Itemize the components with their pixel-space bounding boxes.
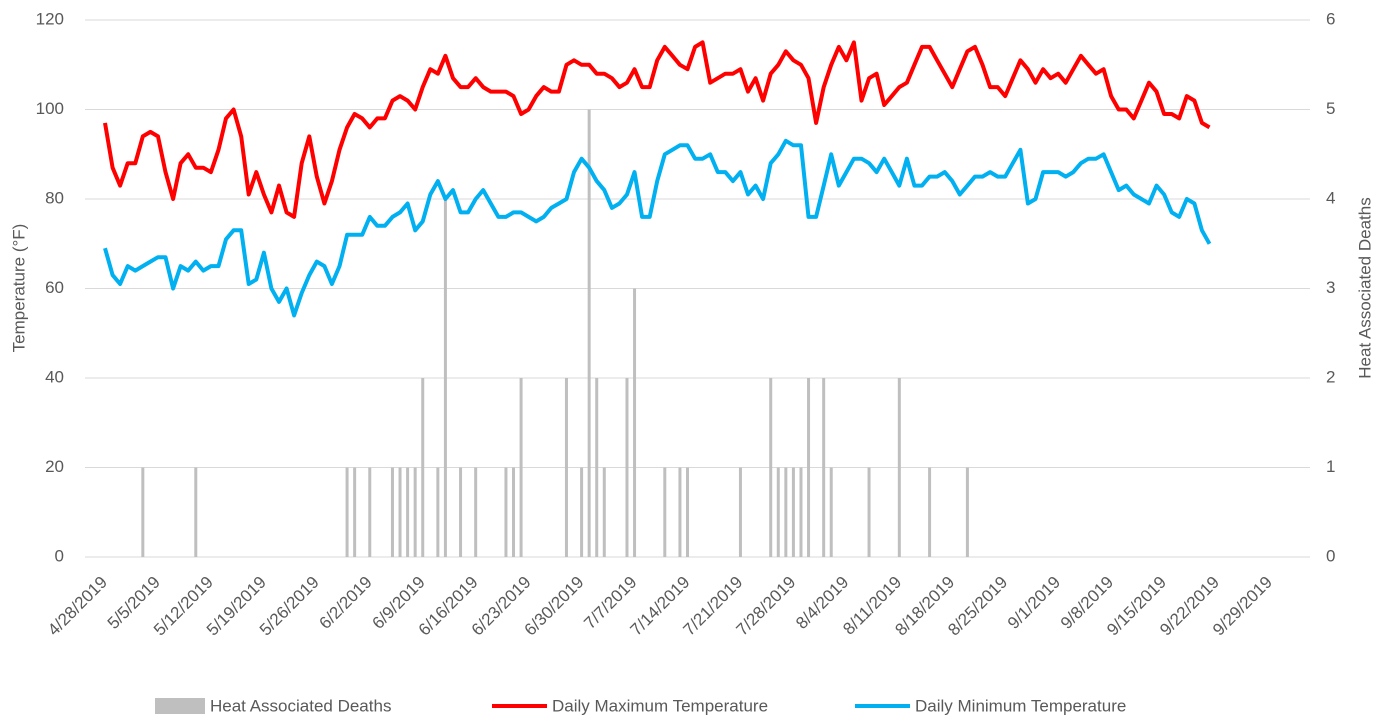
bar (776, 467, 780, 557)
y2-tick-label: 3 (1326, 278, 1335, 297)
x-tick-label: 6/2/2019 (316, 573, 376, 633)
bar (686, 467, 689, 557)
y-tick-label: 60 (45, 278, 64, 297)
bar (580, 467, 584, 557)
bar (965, 467, 969, 557)
bar (345, 467, 349, 557)
line (103, 40, 1211, 219)
bar (807, 378, 811, 557)
y-tick-label: 120 (36, 9, 64, 28)
y-tick-label: 100 (36, 99, 64, 118)
bar (799, 467, 803, 557)
bar (390, 467, 394, 557)
y-tick-label: 80 (45, 188, 64, 207)
bar (194, 467, 198, 557)
y2-tick-label: 0 (1326, 546, 1335, 565)
bar (587, 109, 591, 557)
legend-swatch (155, 698, 205, 714)
bar (602, 467, 606, 557)
x-tick-label: 4/28/2019 (44, 573, 111, 640)
bar (474, 467, 478, 557)
y-tick-label: 20 (45, 457, 64, 476)
bar (368, 467, 372, 557)
bar (791, 467, 795, 557)
bar (822, 378, 826, 557)
y2-tick-label: 5 (1326, 99, 1335, 118)
legend-label: Heat Associated Deaths (210, 696, 391, 715)
bar (504, 467, 508, 557)
bar (398, 467, 402, 557)
y2-tick-label: 4 (1326, 188, 1335, 207)
bar (897, 378, 901, 557)
bar (436, 467, 440, 557)
line (103, 138, 1212, 318)
bar (633, 288, 637, 557)
legend-label: Daily Maximum Temperature (552, 696, 768, 715)
bar (738, 467, 742, 557)
y-tick-label: 0 (55, 546, 64, 565)
y-axis-title: Temperature (°F) (9, 224, 28, 353)
bar (867, 467, 871, 557)
legend-label: Daily Minimum Temperature (915, 696, 1126, 715)
bar (519, 378, 523, 557)
bar (829, 467, 833, 557)
bar (459, 467, 463, 557)
bar (784, 467, 788, 557)
y2-tick-label: 6 (1326, 9, 1335, 28)
bar (678, 467, 682, 557)
bar (928, 467, 932, 557)
bar (595, 378, 599, 557)
bar (353, 467, 357, 557)
y2-tick-label: 1 (1326, 457, 1335, 476)
bar (663, 467, 667, 557)
bar (141, 467, 145, 557)
y2-axis-title: Heat Associated Deaths (1355, 197, 1374, 378)
y2-tick-label: 2 (1326, 367, 1335, 386)
bar (769, 378, 773, 557)
bar (413, 467, 417, 557)
y-tick-label: 40 (45, 367, 64, 386)
bar (421, 378, 425, 557)
bar (625, 378, 629, 557)
x-tick-label: 9/1/2019 (1004, 573, 1064, 633)
bar (406, 467, 410, 557)
bar (443, 199, 447, 557)
bar (512, 467, 516, 557)
bar (564, 378, 568, 557)
